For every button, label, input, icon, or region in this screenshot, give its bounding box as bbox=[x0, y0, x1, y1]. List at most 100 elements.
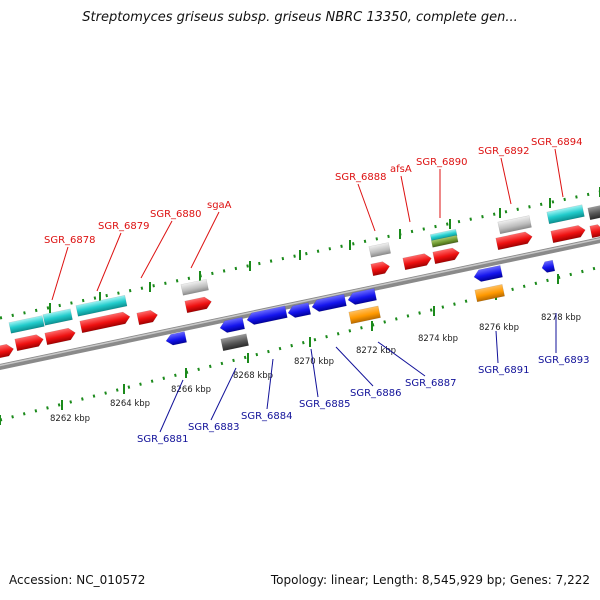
feature-sgr-6888[interactable] bbox=[370, 260, 391, 277]
feature-sgr-6890[interactable] bbox=[432, 247, 461, 265]
feature-shape bbox=[550, 225, 586, 244]
feature-shape bbox=[42, 308, 73, 326]
leader-line bbox=[335, 346, 374, 387]
feature-shape bbox=[429, 228, 458, 242]
gene-label-sgr-6879[interactable]: SGR_6879 bbox=[98, 221, 150, 232]
feature-sgr-6886[interactable] bbox=[311, 293, 347, 313]
upper-gene-labels: SGR_6878 SGR_6879 SGR_6880 sgaA SGR_6888… bbox=[44, 137, 583, 246]
feature-sgr-6883[interactable] bbox=[219, 316, 246, 334]
feature-shape bbox=[430, 234, 459, 248]
feature-sgr-6892-gray[interactable] bbox=[497, 215, 532, 235]
lower-ruler bbox=[0, 265, 600, 422]
leader-line bbox=[310, 348, 319, 398]
feature-afsA[interactable] bbox=[402, 252, 433, 271]
feature-shape bbox=[180, 278, 209, 296]
gene-label-sgr-6894[interactable]: SGR_6894 bbox=[531, 137, 583, 148]
ruler-labels: 8262 kbp 8264 kbp 8266 kbp 8268 kbp 8270… bbox=[50, 313, 581, 424]
feature-red-a[interactable] bbox=[0, 343, 15, 360]
ruler-label: 8276 kbp bbox=[479, 323, 519, 333]
feature-sgr-6890-cyan[interactable] bbox=[429, 228, 458, 242]
feature-sgr-6894[interactable] bbox=[546, 204, 585, 225]
feature-sgr-6887[interactable] bbox=[348, 305, 381, 325]
gene-label-sgr-6881[interactable]: SGR_6881 bbox=[137, 434, 189, 445]
leader-line bbox=[554, 148, 564, 198]
feature-sgaA-gray[interactable] bbox=[180, 278, 209, 296]
ruler-label: 8270 kbp bbox=[294, 357, 334, 367]
feature-sgaA[interactable] bbox=[184, 296, 213, 314]
leader-line bbox=[400, 175, 411, 223]
feature-shape bbox=[495, 231, 533, 251]
ruler-label: 8278 kbp bbox=[541, 313, 581, 323]
feature-shape bbox=[0, 343, 14, 360]
feature-red-e[interactable] bbox=[550, 224, 587, 244]
feature-shape bbox=[79, 311, 131, 334]
feature-sgr-6883-gray[interactable] bbox=[220, 333, 249, 352]
feature-shape bbox=[473, 265, 503, 282]
feature-sgr-6890-olive[interactable] bbox=[430, 234, 459, 248]
lower-gene-labels: SGR_6881 SGR_6883 SGR_6884 SGR_6885 SGR_… bbox=[137, 355, 590, 445]
map-title: Streptomyces griseus subsp. griseus NBRC… bbox=[82, 10, 518, 25]
gene-label-sgr-6880[interactable]: SGR_6880 bbox=[150, 209, 202, 220]
gene-label-sgr-6893[interactable]: SGR_6893 bbox=[538, 355, 590, 366]
feature-sgr-6893[interactable] bbox=[541, 259, 556, 273]
feature-sgr-6888-gray[interactable] bbox=[368, 242, 392, 258]
feature-sgr-6881[interactable] bbox=[165, 331, 188, 346]
feature-sgr-6885[interactable] bbox=[287, 302, 312, 319]
feature-sgr-6884[interactable] bbox=[246, 305, 288, 326]
leader-line bbox=[51, 246, 69, 301]
feature-sgr-6879[interactable] bbox=[75, 294, 128, 317]
gene-label-sgr-6887[interactable]: SGR_6887 bbox=[405, 378, 457, 389]
gene-label-sgr-6888[interactable]: SGR_6888 bbox=[335, 172, 387, 183]
feature-red-d[interactable] bbox=[79, 311, 131, 334]
ruler-label: 8272 kbp bbox=[356, 346, 396, 356]
leader-line bbox=[377, 341, 426, 377]
leader-line bbox=[500, 157, 512, 205]
gene-label-sgaA[interactable]: sgaA bbox=[207, 200, 232, 211]
feature-shape bbox=[219, 316, 246, 333]
feature-sgr-6878b[interactable] bbox=[42, 308, 73, 326]
feature-sgr-6880[interactable] bbox=[136, 309, 159, 326]
gene-label-sgr-6892[interactable]: SGR_6892 bbox=[478, 146, 530, 157]
feature-red-c[interactable] bbox=[44, 327, 77, 346]
gene-label-sgr-6883[interactable]: SGR_6883 bbox=[188, 422, 240, 433]
feature-sgr-6878[interactable] bbox=[8, 315, 45, 334]
feature-shape bbox=[44, 327, 76, 346]
gene-label-sgr-6886[interactable]: SGR_6886 bbox=[350, 388, 402, 399]
leader-line bbox=[266, 358, 274, 410]
feature-red-edge[interactable] bbox=[589, 224, 600, 239]
feature-sgr-6886b[interactable] bbox=[347, 288, 377, 306]
feature-shape bbox=[474, 284, 505, 303]
genome-backbone bbox=[0, 237, 600, 371]
gene-label-afsA[interactable]: afsA bbox=[390, 164, 412, 175]
accession-text: Accession: NC_010572 bbox=[9, 573, 146, 587]
ruler-label: 8266 kbp bbox=[171, 385, 211, 395]
feature-shape bbox=[589, 224, 600, 239]
leader-line bbox=[96, 232, 122, 292]
feature-sgr-6892[interactable] bbox=[495, 231, 534, 251]
feature-shape bbox=[348, 305, 381, 325]
feature-red-b[interactable] bbox=[14, 333, 45, 352]
genome-summary-text: Topology: linear; Length: 8,545,929 bp; … bbox=[270, 573, 590, 587]
feature-shape bbox=[497, 215, 532, 235]
gene-label-sgr-6890[interactable]: SGR_6890 bbox=[416, 157, 468, 168]
genome-backbone-highlight bbox=[0, 237, 600, 367]
ruler-label: 8274 kbp bbox=[418, 334, 458, 344]
gene-label-sgr-6885[interactable]: SGR_6885 bbox=[299, 399, 351, 410]
ruler-label: 8264 kbp bbox=[110, 399, 150, 409]
lower-ruler-dots bbox=[0, 265, 600, 422]
gene-label-sgr-6891[interactable]: SGR_6891 bbox=[478, 365, 530, 376]
feature-sgr-6891[interactable] bbox=[473, 265, 503, 283]
gene-label-sgr-6878[interactable]: SGR_6878 bbox=[44, 235, 96, 246]
feature-shape bbox=[184, 296, 212, 314]
feature-shape bbox=[546, 204, 585, 225]
leader-lines bbox=[51, 148, 564, 433]
ruler-label: 8262 kbp bbox=[50, 414, 90, 424]
feature-shape bbox=[75, 294, 128, 317]
feature-shape bbox=[368, 242, 392, 258]
feature-shape bbox=[246, 305, 288, 325]
gene-label-sgr-6884[interactable]: SGR_6884 bbox=[241, 411, 293, 422]
feature-sgr-6891-orange[interactable] bbox=[474, 284, 505, 303]
feature-shape bbox=[136, 309, 158, 326]
feature-dgray-edge[interactable] bbox=[587, 204, 600, 221]
